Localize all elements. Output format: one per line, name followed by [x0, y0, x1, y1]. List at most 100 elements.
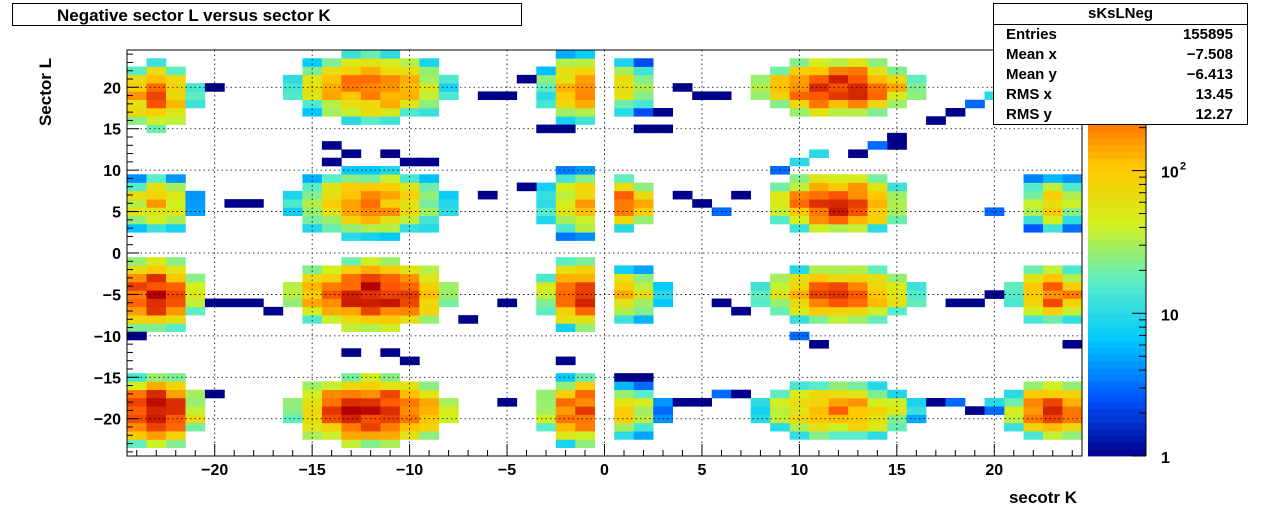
- heatmap-cell: [341, 66, 362, 76]
- heatmap-cell: [419, 389, 440, 399]
- heatmap-cell: [828, 265, 849, 275]
- heatmap-cell: [536, 422, 557, 432]
- heatmap-cell: [575, 215, 596, 225]
- heatmap-cell: [321, 199, 342, 208]
- heatmap-cell: [477, 190, 498, 200]
- heatmap-cell: [926, 398, 946, 407]
- heatmap-cell: [770, 282, 790, 291]
- heatmap-cell: [555, 356, 576, 366]
- heatmap-cell: [380, 232, 401, 241]
- palette-swatch: [1088, 171, 1146, 179]
- heatmap-cell: [380, 199, 401, 208]
- palette-swatch: [1088, 368, 1146, 376]
- heatmap-cell: [165, 315, 186, 324]
- heatmap-cell: [887, 282, 907, 291]
- heatmap-cell: [614, 66, 635, 76]
- heatmap-cell: [828, 91, 849, 101]
- heatmap-cell: [614, 381, 635, 391]
- heatmap-cell: [399, 431, 420, 440]
- heatmap-cell: [341, 207, 362, 217]
- heatmap-cell: [770, 406, 790, 415]
- heatmap-cell: [789, 282, 810, 291]
- heatmap-cell: [1062, 215, 1083, 225]
- palette-swatch: [1088, 354, 1146, 362]
- heatmap-cell: [399, 74, 420, 84]
- heatmap-cell: [575, 190, 596, 200]
- heatmap-cell: [127, 224, 147, 233]
- heatmap-cell: [243, 199, 264, 208]
- palette-swatch: [1088, 232, 1146, 240]
- heatmap-cell: [146, 174, 167, 183]
- heatmap-cell: [321, 182, 342, 192]
- heatmap-cell: [1043, 398, 1063, 407]
- heatmap-cell: [575, 257, 596, 266]
- heatmap-cell: [848, 99, 868, 109]
- heatmap-cell: [321, 414, 342, 424]
- heatmap-cell: [633, 414, 654, 424]
- heatmap-cell: [146, 431, 167, 440]
- heatmap-cell: [282, 414, 303, 424]
- heatmap-cell: [750, 406, 771, 415]
- heatmap-cell: [848, 74, 868, 84]
- heatmap-cell: [633, 215, 654, 225]
- heatmap-cell: [575, 406, 596, 415]
- palette-tick-exponent: 2: [1180, 161, 1186, 173]
- heatmap-cell: [555, 124, 576, 134]
- heatmap-cell: [146, 290, 167, 299]
- heatmap-cell: [633, 282, 654, 291]
- heatmap-cell: [555, 83, 576, 92]
- heatmap-cell: [1023, 414, 1044, 424]
- heatmap-cell: [399, 182, 420, 192]
- heatmap-cell: [302, 381, 323, 391]
- heatmap-cell: [302, 215, 323, 225]
- heatmap-cell: [614, 431, 635, 440]
- heatmap-cell: [341, 174, 362, 183]
- heatmap-cell: [555, 232, 576, 241]
- stats-row-mean-y: Mean y −6.413: [994, 65, 1247, 85]
- heatmap-cell: [828, 224, 849, 233]
- heatmap-cell: [1043, 190, 1063, 200]
- palette-swatch: [1088, 388, 1146, 396]
- heatmap-cell: [146, 215, 167, 225]
- heatmap-cell: [809, 306, 829, 316]
- heatmap-cell: [1023, 381, 1044, 391]
- heatmap-cell: [1062, 174, 1083, 183]
- heatmap-cell: [536, 298, 557, 308]
- heatmap-cell: [399, 224, 420, 233]
- heatmap-cell: [146, 116, 167, 125]
- heatmap-cell: [321, 74, 342, 84]
- heatmap-cell: [165, 406, 186, 415]
- heatmap-cell: [243, 298, 264, 308]
- y-tick-label: 15: [103, 122, 121, 139]
- heatmap-cell: [165, 116, 186, 125]
- heatmap-cell: [1062, 315, 1083, 324]
- heatmap-cell: [438, 290, 459, 299]
- heatmap-cell: [848, 91, 868, 101]
- x-tick-label: 15: [888, 462, 906, 479]
- heatmap-cell: [282, 199, 303, 208]
- heatmap-cell: [341, 273, 362, 283]
- heatmap-cell: [614, 58, 635, 67]
- heatmap-cell: [1043, 182, 1063, 192]
- palette-swatch: [1088, 165, 1146, 173]
- x-tick-label: 20: [985, 462, 1003, 479]
- heatmap-cell: [165, 207, 186, 217]
- heatmap-cell: [438, 190, 459, 200]
- palette-swatch: [1088, 198, 1146, 207]
- heatmap-cell: [263, 306, 284, 316]
- heatmap-cell: [633, 273, 654, 283]
- heatmap-cell: [1062, 282, 1083, 291]
- palette-swatch: [1088, 131, 1146, 139]
- heatmap-cell: [380, 431, 401, 440]
- palette-swatch: [1088, 381, 1146, 389]
- heatmap-cell: [887, 273, 907, 283]
- y-tick-label: −20: [94, 412, 121, 429]
- heatmap-cell: [165, 108, 186, 117]
- heatmap-cell: [555, 58, 576, 67]
- stats-row-rms-y: RMS y 12.27: [994, 105, 1247, 125]
- heatmap-cell: [633, 265, 654, 275]
- heatmap-cell: [809, 190, 829, 200]
- heatmap-cell: [848, 58, 868, 67]
- heatmap-cell: [906, 406, 927, 415]
- heatmap-cell: [321, 290, 342, 299]
